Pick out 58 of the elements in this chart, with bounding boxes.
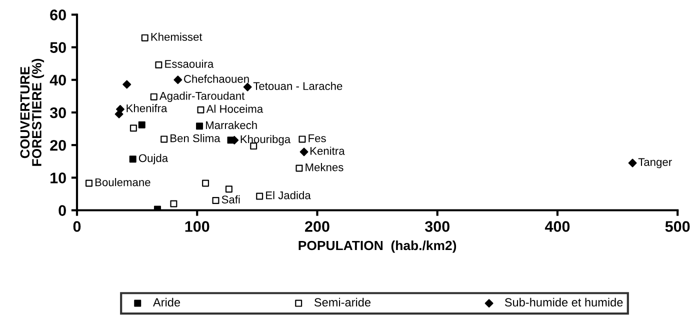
y-tick-label: 30 [50, 107, 66, 118]
point [130, 124, 137, 132]
legend-label: Aride [152, 298, 180, 307]
y-tick-label: 20 [50, 140, 66, 151]
point [300, 148, 308, 156]
x-axis-title: POPULATION (hab./km2) [298, 240, 456, 253]
annotation: Al Hoceima [206, 104, 264, 113]
annotation: Fes [308, 134, 326, 142]
annotation: Boulemane [95, 178, 150, 186]
annotation: Tetouan - Larache [253, 82, 342, 90]
point [150, 93, 158, 100]
point [86, 180, 93, 187]
annotation: Safi [222, 195, 240, 204]
point [202, 180, 210, 187]
point [141, 34, 148, 42]
point [628, 158, 637, 168]
annotation: Khemisset [151, 32, 202, 41]
legend-label: Semi-aride [314, 298, 370, 307]
point [160, 136, 168, 143]
y-tick-label: 10 [50, 172, 66, 184]
x-tick-label: 100 [185, 221, 210, 232]
x-tick-label: 0 [73, 221, 81, 232]
annotation: Khouribga [240, 135, 291, 146]
point [197, 106, 204, 114]
annotation: Essaouira [165, 60, 214, 68]
point [138, 121, 146, 128]
annotation: Ben Slima [170, 134, 220, 142]
annotation: Chefchaouen [184, 74, 249, 83]
x-tick-label: 200 [305, 221, 330, 232]
point [155, 61, 162, 68]
y-tick-label: 50 [50, 42, 66, 53]
annotation: Kenitra [310, 146, 345, 155]
point [296, 164, 303, 172]
annotation: Khenifra [126, 104, 168, 112]
annotation: El Jadida [266, 191, 311, 200]
x-tick-label: 500 [665, 221, 690, 232]
point [122, 80, 132, 89]
y-tick-label: 60 [50, 10, 66, 20]
point [170, 200, 178, 208]
y-tick-label: 0 [58, 205, 66, 216]
annotation: Meknes [306, 163, 344, 172]
x-tick-label: 400 [544, 221, 570, 232]
point [212, 196, 220, 204]
point [174, 76, 182, 84]
point [196, 122, 204, 130]
point [225, 186, 232, 193]
annotation: Oujda [138, 154, 168, 164]
y-axis-title: COUVERTURE FORESTIERE (%) [20, 58, 44, 166]
point [256, 192, 264, 200]
point [129, 156, 136, 163]
x-tick-label: 300 [424, 221, 450, 232]
point [243, 82, 252, 92]
annotation: Marrakech [206, 120, 257, 130]
y-tick-label: 40 [50, 74, 66, 86]
annotation: Agadir-Taroudant [159, 92, 245, 102]
point [298, 136, 306, 143]
annotation: Tanger [638, 158, 672, 168]
legend-label: Sub-humide et humide [504, 298, 623, 307]
